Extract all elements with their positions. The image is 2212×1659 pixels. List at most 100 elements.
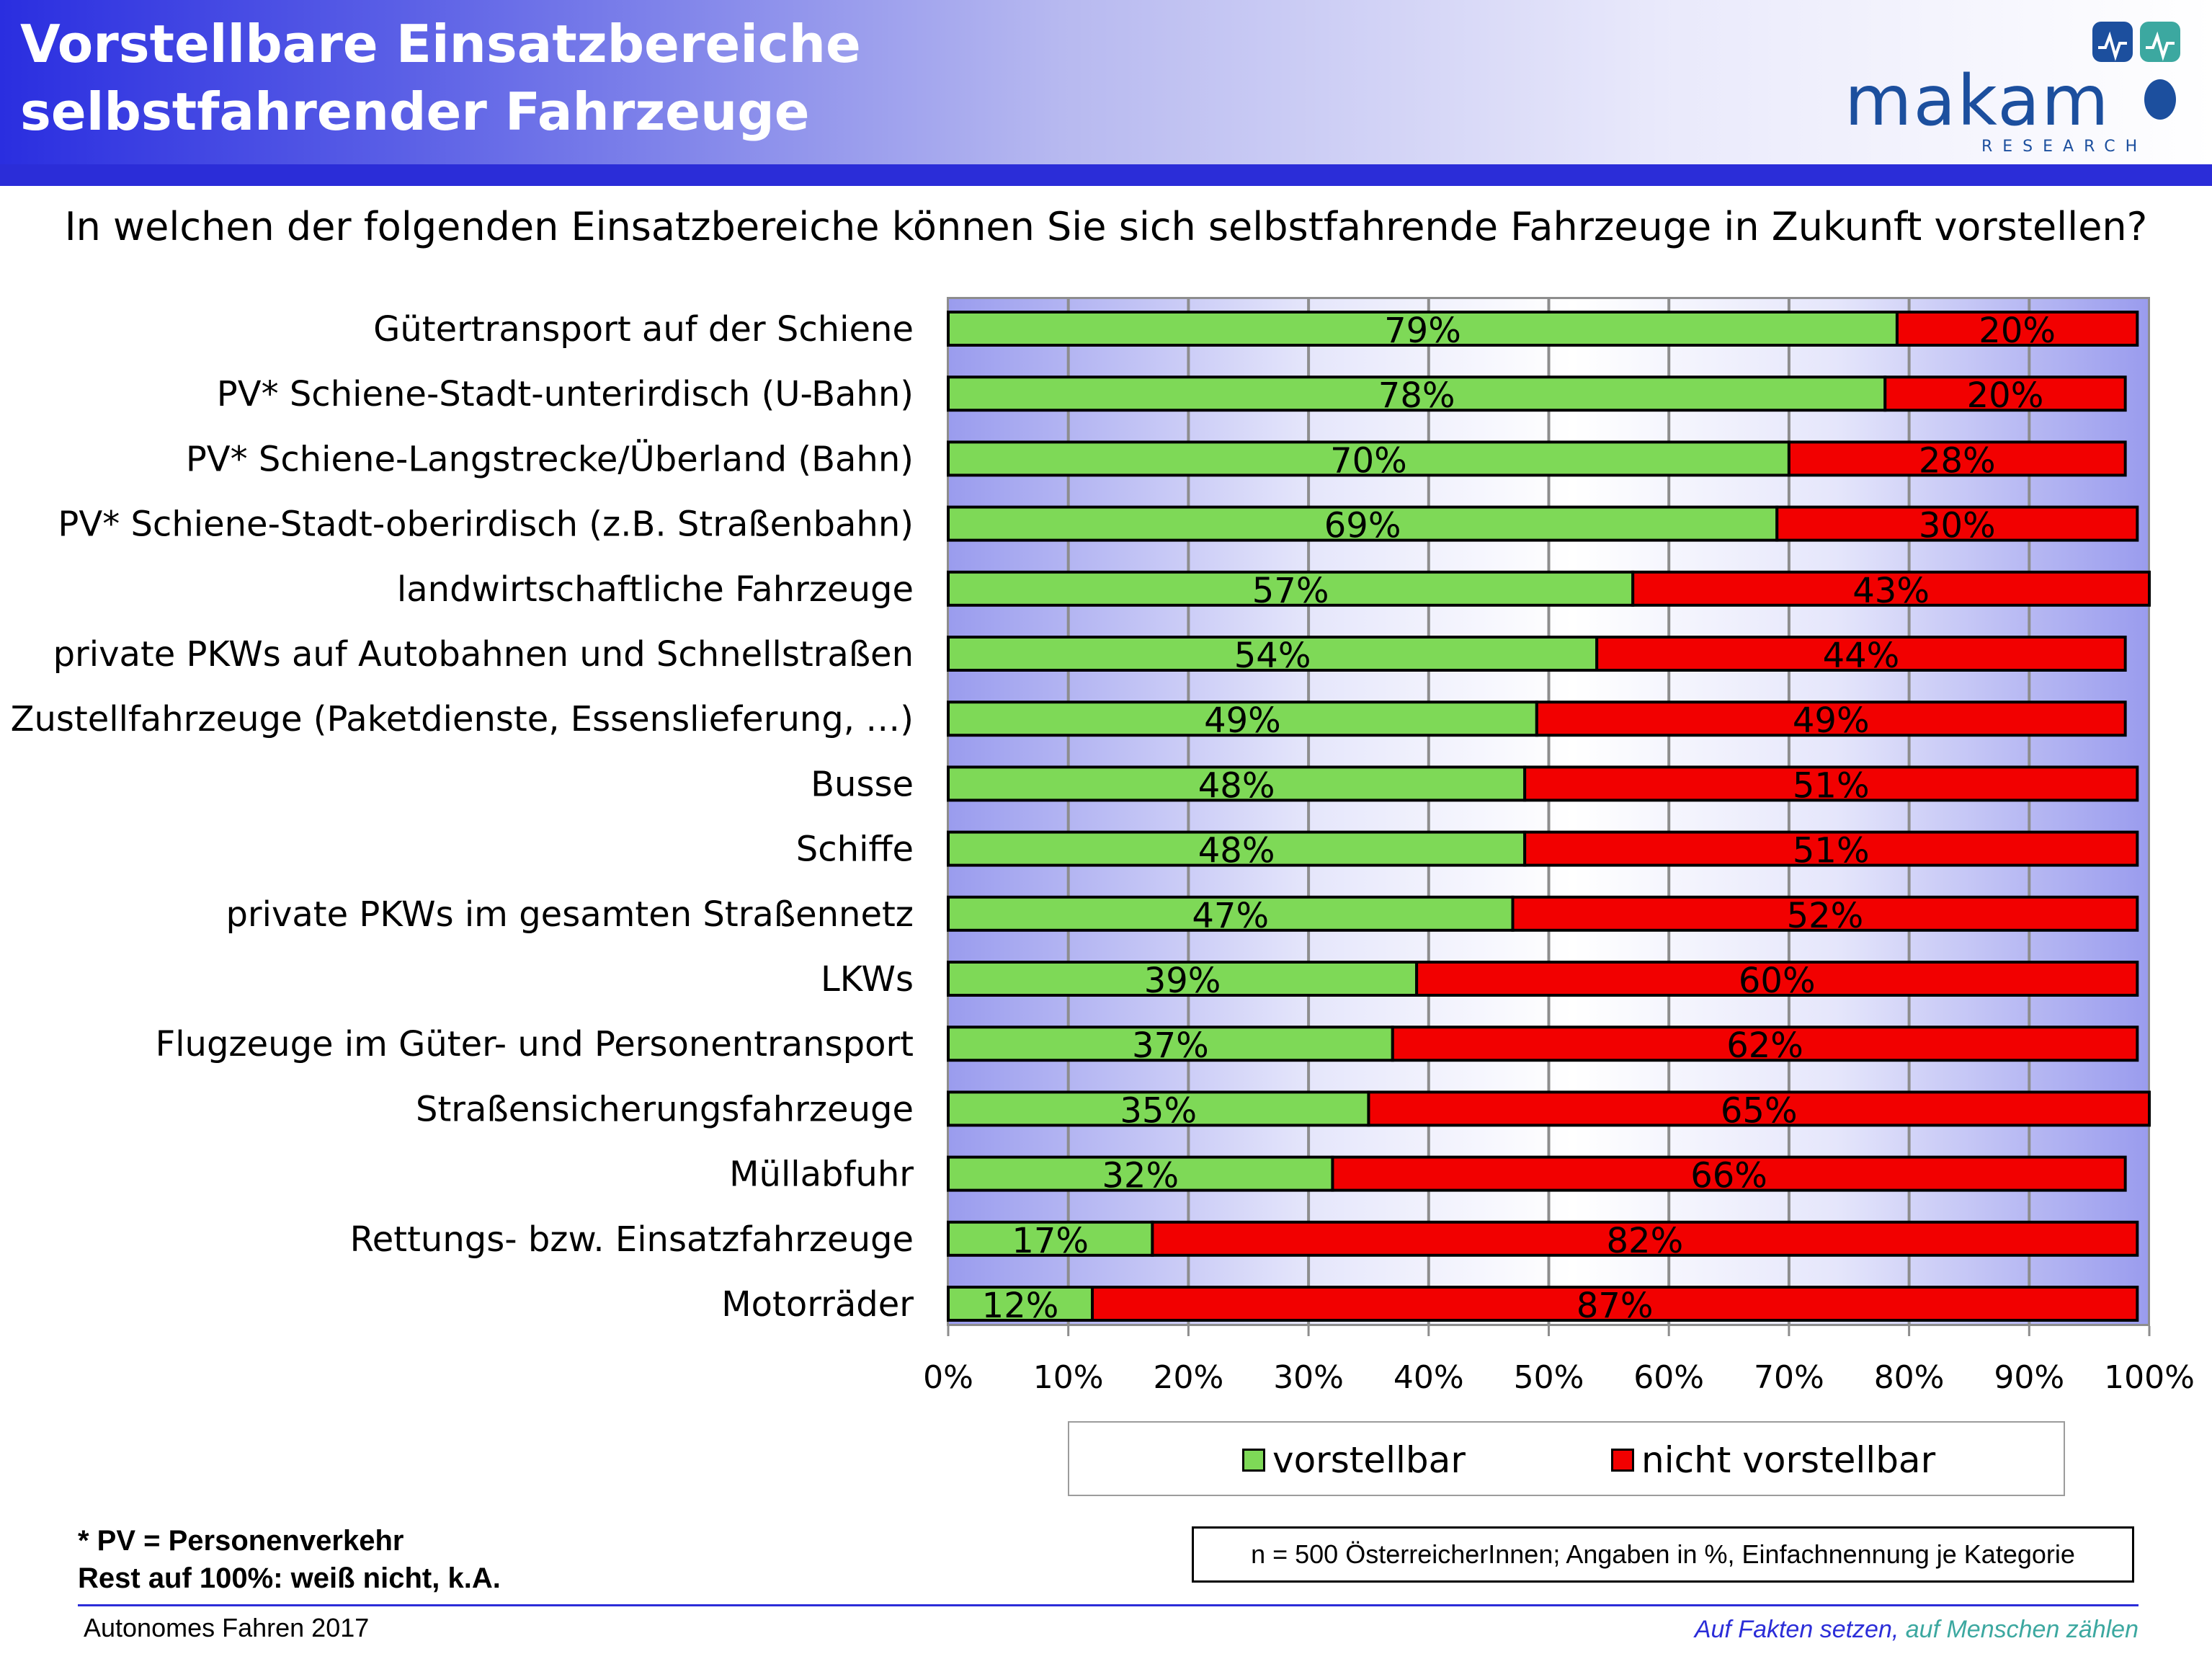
- data-label: 48%: [1198, 831, 1275, 871]
- bar-nicht-vorstellbar: [1415, 961, 2139, 997]
- data-label: 28%: [1919, 440, 1996, 481]
- bar-vorstellbar: [947, 1286, 1094, 1322]
- category-label: PV* Schiene-Stadt-oberirdisch (z.B. Stra…: [58, 504, 914, 545]
- title-line-2: selbstfahrender Fahrzeuge: [20, 81, 810, 142]
- bar-vorstellbar: [947, 895, 1515, 932]
- bar-nicht-vorstellbar: [1523, 830, 2139, 867]
- bar-nicht-vorstellbar: [1367, 1090, 2151, 1127]
- category-label: Straßensicherungsfahrzeuge: [416, 1089, 914, 1129]
- bar-vorstellbar: [947, 700, 1538, 737]
- footnote: * PV = Personenverkehr Rest auf 100%: we…: [78, 1522, 501, 1597]
- header-banner: [0, 0, 2212, 166]
- category-label: PV* Schiene-Stadt-unterirdisch (U-Bahn): [217, 374, 914, 414]
- legend-swatch-nicht-vorstellbar: [1611, 1449, 1634, 1472]
- data-label: 48%: [1198, 765, 1275, 806]
- data-label: 82%: [1607, 1221, 1684, 1261]
- bar-nicht-vorstellbar: [1091, 1286, 2139, 1322]
- category-label: Zustellfahrzeuge (Paketdienste, Essensli…: [11, 699, 914, 739]
- data-label: 12%: [982, 1286, 1059, 1326]
- category-label: PV* Schiene-Langstrecke/Überland (Bahn): [186, 439, 914, 479]
- x-tick-label: 0%: [923, 1359, 973, 1396]
- category-label: Gütertransport auf der Schiene: [373, 309, 914, 350]
- data-label: 62%: [1726, 1026, 1803, 1066]
- bar-vorstellbar: [947, 570, 1635, 607]
- data-label: 39%: [1144, 961, 1221, 1001]
- footnote-line-2: Rest auf 100%: weiß nicht, k.A.: [78, 1562, 501, 1594]
- data-label: 43%: [1852, 571, 1930, 611]
- data-label: 60%: [1739, 961, 1816, 1001]
- bar-nicht-vorstellbar: [1523, 765, 2139, 802]
- bar-nicht-vorstellbar: [1151, 1220, 2139, 1257]
- legend-item-nicht-vorstellbar: nicht vorstellbar: [1611, 1439, 1936, 1481]
- data-label: 47%: [1192, 896, 1269, 936]
- bar-nicht-vorstellbar: [1391, 1026, 2139, 1062]
- x-tick-label: 70%: [1754, 1359, 1824, 1396]
- stacked-bar-chart: 0% 10% 20% 30% 40% 50% 60% 70% 80% 90% 100% Gütertr…: [11, 297, 2195, 1396]
- bar-nicht-vorstellbar: [1511, 895, 2139, 932]
- bar-vorstellbar: [947, 1090, 1370, 1127]
- category-label: private PKWs auf Autobahnen und Schnells…: [53, 634, 914, 675]
- legend-item-vorstellbar: vorstellbar: [1242, 1439, 1466, 1481]
- category-label: private PKWs im gesamten Straßennetz: [226, 894, 914, 935]
- chart-legend: vorstellbar nicht vorstellbar: [1068, 1421, 2065, 1496]
- header-bar: [0, 164, 2212, 186]
- category-label: Rettungs- bzw. Einsatzfahrzeuge: [350, 1219, 914, 1260]
- page-title: Vorstellbare Einsatzbereiche selbstfahre…: [20, 10, 861, 146]
- slogan-part-2: auf Menschen zählen: [1899, 1616, 2139, 1643]
- data-label: 51%: [1793, 831, 1870, 871]
- bar-vorstellbar: [947, 830, 1527, 867]
- data-label: 17%: [1012, 1221, 1089, 1261]
- category-label: Schiffe: [796, 830, 914, 870]
- bar-nicht-vorstellbar: [1775, 505, 2139, 542]
- data-label: 20%: [1979, 311, 2056, 351]
- survey-question: In welchen der folgenden Einsatzbereiche…: [64, 204, 2148, 249]
- footnote-line-1: * PV = Personenverkehr: [78, 1525, 404, 1557]
- category-label: Busse: [811, 764, 914, 804]
- bar-vorstellbar: [947, 1026, 1394, 1062]
- footer-slogan: Auf Fakten setzen, auf Menschen zählen: [1695, 1613, 2139, 1646]
- data-label: 66%: [1690, 1156, 1767, 1196]
- slogan-part-1: Auf Fakten setzen,: [1694, 1616, 1899, 1643]
- bar-nicht-vorstellbar: [1595, 636, 2127, 672]
- x-tick-label: 50%: [1514, 1359, 1584, 1396]
- logo-wordmark: makam: [1845, 61, 2110, 141]
- title-line-1: Vorstellbare Einsatzbereiche: [20, 14, 861, 74]
- footer-divider: [78, 1604, 2139, 1606]
- category-label: Flugzeuge im Güter- und Personentranspor…: [156, 1024, 914, 1064]
- data-label: 65%: [1721, 1090, 1798, 1131]
- bar-nicht-vorstellbar: [1535, 700, 2127, 737]
- category-label: LKWs: [821, 959, 914, 1000]
- bar-vorstellbar: [947, 636, 1599, 672]
- footer-left: Autonomes Fahren 2017: [84, 1613, 370, 1642]
- data-label: 35%: [1120, 1090, 1197, 1131]
- data-label: 79%: [1384, 311, 1461, 351]
- legend-swatch-vorstellbar: [1242, 1449, 1265, 1472]
- x-tick-label: 10%: [1033, 1359, 1104, 1396]
- bar-nicht-vorstellbar: [1331, 1155, 2127, 1192]
- data-label: 78%: [1378, 375, 1455, 416]
- bar-vorstellbar: [947, 311, 1899, 347]
- bar-nicht-vorstellbar: [1895, 311, 2139, 347]
- x-tick-label: 100%: [2104, 1359, 2195, 1396]
- x-tick-label: 30%: [1273, 1359, 1344, 1396]
- legend-label-nicht-vorstellbar: nicht vorstellbar: [1641, 1439, 1936, 1481]
- x-tick-label: 40%: [1393, 1359, 1464, 1396]
- data-label: 37%: [1132, 1026, 1209, 1066]
- data-label: 20%: [1967, 375, 2044, 416]
- makam-logo-icon: [2092, 22, 2180, 120]
- data-label: 69%: [1324, 506, 1401, 546]
- category-label: Müllabfuhr: [729, 1155, 914, 1195]
- logo-subtitle: RESEARCH: [1981, 138, 2148, 156]
- sample-note: n = 500 ÖsterreicherInnen; Angaben in %,…: [1192, 1526, 2134, 1583]
- data-label: 51%: [1793, 765, 1870, 806]
- x-tick-label: 20%: [1154, 1359, 1224, 1396]
- bar-vorstellbar: [947, 1155, 1334, 1192]
- data-label: 49%: [1204, 700, 1281, 741]
- data-label: 87%: [1577, 1286, 1654, 1326]
- bar-vorstellbar: [947, 505, 1779, 542]
- bar-nicht-vorstellbar: [1787, 440, 2127, 477]
- legend-label-vorstellbar: vorstellbar: [1272, 1439, 1466, 1481]
- x-tick-label: 90%: [1994, 1359, 2064, 1396]
- data-label: 57%: [1252, 571, 1329, 611]
- x-tick-label: 80%: [1874, 1359, 1945, 1396]
